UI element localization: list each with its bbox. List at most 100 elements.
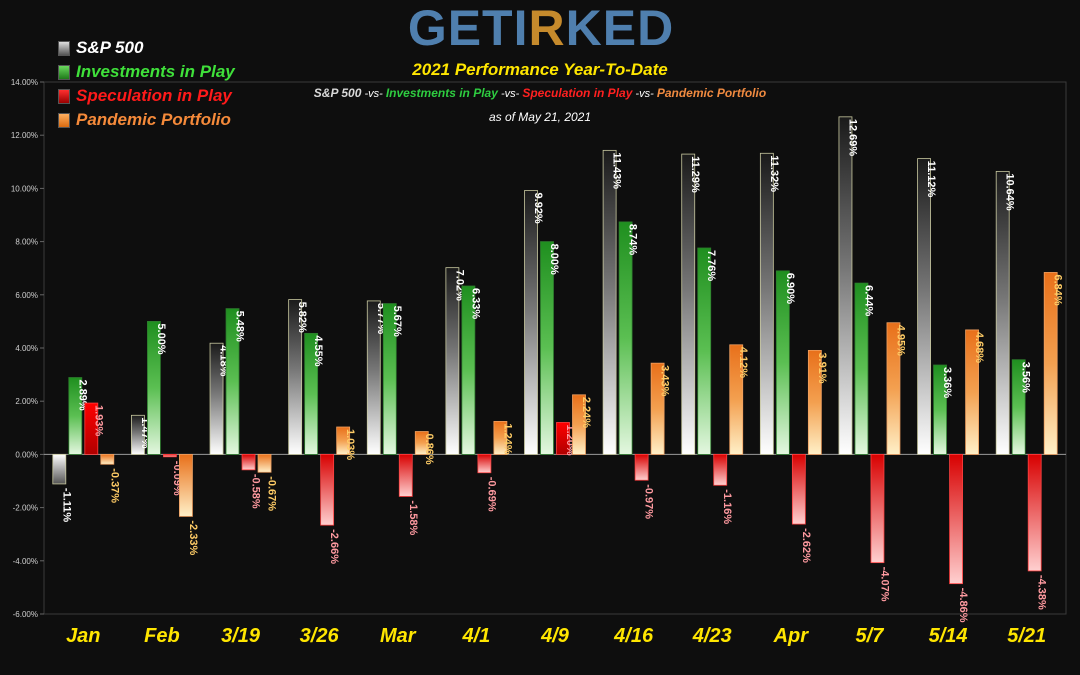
data-label-speculation: -0.58% xyxy=(250,474,262,509)
data-label-speculation: 1.93% xyxy=(92,405,104,436)
data-label-speculation: -2.66% xyxy=(328,529,340,564)
x-tick-label: 5/7 xyxy=(856,625,885,647)
legend-swatch-sp500 xyxy=(58,40,70,56)
y-tick-label: 0.00% xyxy=(15,450,38,459)
bar-speculation-Jan xyxy=(84,402,99,455)
data-label-pandemic: 2.24% xyxy=(580,397,592,428)
x-tick-label: 4/23 xyxy=(692,625,732,647)
bar-sp500-4-16 xyxy=(602,149,617,455)
data-label-sp500: 11.29% xyxy=(689,156,701,193)
bar-pandemic-4-9 xyxy=(572,394,586,455)
bar-pandemic-5-14 xyxy=(965,329,979,455)
bar-speculation-Mar xyxy=(398,453,413,497)
data-label-investments: 5.67% xyxy=(391,306,403,337)
data-label-speculation: -0.97% xyxy=(643,484,655,519)
data-label-sp500: 10.64% xyxy=(1004,173,1016,211)
bar-sp500-3-19 xyxy=(209,342,224,455)
subtitle-vs-2: -vs- xyxy=(497,88,523,100)
bar-investments-3-26 xyxy=(304,332,319,455)
bar-sp500-5-21 xyxy=(995,170,1010,455)
bar-sp500-4-23 xyxy=(681,153,696,455)
bar-speculation-4-1 xyxy=(477,453,492,474)
bar-investments-Apr xyxy=(775,270,790,455)
data-label-pandemic: 4.95% xyxy=(894,325,906,356)
bar-sp500-4-1 xyxy=(445,267,460,455)
data-label-pandemic: 1.03% xyxy=(344,429,356,460)
legend-swatch-investments xyxy=(58,64,70,80)
bar-pandemic-4-16 xyxy=(650,362,665,455)
subtitle-speculation: Speculation in Play xyxy=(522,86,633,100)
getirked-logo: GETIRKED xyxy=(407,0,675,56)
data-label-speculation: -2.62% xyxy=(800,528,812,563)
bar-sp500-Feb xyxy=(131,414,145,455)
y-tick-label: -2.00% xyxy=(13,504,38,513)
data-label-sp500: 11.32% xyxy=(768,155,780,192)
subtitle-vs-1: -vs- xyxy=(361,88,386,100)
data-label-speculation: -1.58% xyxy=(407,500,419,535)
legend-item-speculation: Speculation in Play xyxy=(58,84,235,108)
x-tick-label: Feb xyxy=(144,625,180,647)
data-label-sp500: 5.82% xyxy=(296,302,308,333)
data-label-speculation: -0.69% xyxy=(485,477,497,512)
data-label-investments: 8.74% xyxy=(627,224,639,255)
bar-speculation-3-26 xyxy=(320,453,335,526)
data-label-pandemic: -2.33% xyxy=(187,520,199,555)
data-label-investments: 8.00% xyxy=(548,244,560,275)
data-label-pandemic: -0.37% xyxy=(108,468,120,503)
bar-sp500-5-7 xyxy=(838,116,853,455)
bar-investments-4-9 xyxy=(540,241,554,455)
subtitle-investments: Investments in Play xyxy=(385,86,498,100)
data-label-sp500: 9.92% xyxy=(532,193,544,224)
bar-speculation-Feb xyxy=(163,453,177,458)
bar-speculation-3-19 xyxy=(241,453,256,471)
legend-label-sp500: S&P 500 xyxy=(76,38,144,57)
data-label-sp500: 11.12% xyxy=(925,161,937,198)
data-label-speculation: -4.07% xyxy=(878,567,890,602)
bar-investments-4-1 xyxy=(461,285,476,455)
bar-investments-3-19 xyxy=(225,308,240,455)
data-label-sp500: 11.43% xyxy=(611,152,623,189)
bar-speculation-5-7 xyxy=(870,453,885,564)
subtitle-pandemic: Pandemic Portfolio xyxy=(656,86,767,100)
data-label-speculation: -1.16% xyxy=(721,489,733,524)
data-label-investments: 3.36% xyxy=(941,367,953,398)
bar-pandemic-4-1 xyxy=(493,421,508,455)
legend-swatch-pandemic xyxy=(58,112,70,128)
bar-sp500-Apr xyxy=(759,152,774,455)
x-tick-label: Jan xyxy=(66,625,100,647)
bar-pandemic-Feb xyxy=(179,453,193,517)
bar-speculation-5-14 xyxy=(949,453,963,585)
data-label-investments: 5.48% xyxy=(234,311,246,342)
data-label-sp500: 12.69% xyxy=(846,119,858,157)
data-label-speculation: -4.86% xyxy=(957,588,969,623)
bar-pandemic-Apr xyxy=(807,349,822,455)
y-tick-label: 8.00% xyxy=(15,238,38,247)
y-tick-label: -4.00% xyxy=(13,557,38,566)
data-label-investments: 6.33% xyxy=(469,288,481,319)
bar-investments-4-23 xyxy=(697,247,712,455)
bar-pandemic-Mar xyxy=(414,431,429,455)
chart-subtitle: S&P 500 -vs- Investments in Play -vs- Sp… xyxy=(200,86,880,100)
x-tick-label: 3/26 xyxy=(300,625,340,647)
data-label-speculation: -4.38% xyxy=(1036,575,1048,610)
x-tick-label: 3/19 xyxy=(221,625,261,647)
legend-label-pandemic: Pandemic Portfolio xyxy=(76,110,231,129)
bar-sp500-4-9 xyxy=(524,190,538,455)
bar-investments-5-14 xyxy=(933,364,947,455)
y-tick-label: 14.00% xyxy=(11,78,38,87)
x-tick-label: 5/14 xyxy=(929,625,968,647)
x-tick-label: Apr xyxy=(773,625,810,647)
bar-sp500-5-14 xyxy=(917,158,931,455)
data-label-pandemic: 3.91% xyxy=(816,352,828,383)
data-label-investments: 4.55% xyxy=(312,335,324,366)
legend-item-investments: Investments in Play xyxy=(58,60,235,84)
data-label-pandemic: 4.68% xyxy=(973,332,985,363)
data-label-investments: 3.56% xyxy=(1020,362,1032,393)
data-label-pandemic: 1.24% xyxy=(501,423,513,454)
bar-sp500-3-26 xyxy=(288,299,303,455)
data-label-investments: 5.00% xyxy=(155,323,167,354)
bar-speculation-4-16 xyxy=(634,453,649,481)
bar-investments-5-7 xyxy=(854,282,869,455)
data-label-investments: 6.90% xyxy=(784,273,796,304)
legend-label-investments: Investments in Play xyxy=(76,62,235,81)
